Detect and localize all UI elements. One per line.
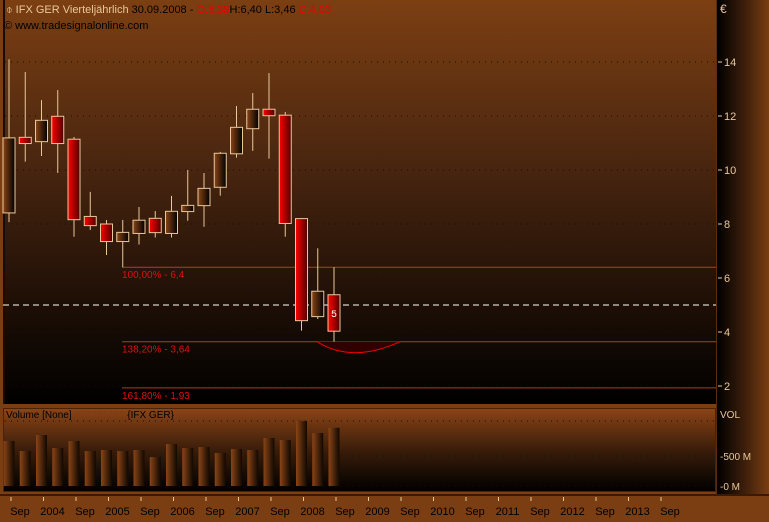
y-tick-label: 4 (724, 327, 730, 339)
price-panel[interactable] (3, 0, 718, 404)
volume-bar (198, 447, 210, 486)
volume-bar (117, 451, 129, 486)
volume-bar (3, 441, 15, 486)
y-tick-label: 2 (724, 381, 730, 393)
x-tick-label: Sep (270, 506, 290, 518)
volume-bar (214, 453, 226, 486)
x-tick-label: Sep (75, 506, 95, 518)
candle-down (18, 136, 32, 145)
volume-bar (279, 439, 291, 486)
candle-down (278, 114, 292, 224)
candle-down (327, 294, 341, 332)
volume-tick-label: -0 M (720, 482, 740, 493)
candle-up (213, 152, 227, 188)
volume-bar (231, 448, 242, 486)
volume-tick-label: -500 M (720, 452, 751, 463)
x-tick-label: Sep (400, 506, 420, 518)
volume-instrument: {IFX GER} (127, 410, 174, 421)
volume-bar (328, 427, 340, 486)
volume-header: Volume [None] 970221791 {IFX GER} (6, 410, 174, 421)
x-tick-label: 2012 (560, 506, 584, 518)
volume-bar (149, 457, 161, 486)
volume-bar (68, 441, 80, 486)
candle-down (295, 218, 308, 322)
volume-bar (52, 448, 64, 486)
y-tick-label: 10 (724, 165, 736, 177)
candle-up (311, 290, 325, 318)
x-tick-label: 2008 (300, 506, 324, 518)
candle-up (165, 210, 178, 234)
volume-bar (182, 448, 194, 486)
header-open: O:5,38 (196, 4, 230, 16)
x-tick-label: Sep (530, 506, 550, 518)
chart-header: ⌽ IFX GER Vierteljährlich 30.09.2008 - O… (6, 4, 331, 17)
support-arc (316, 341, 401, 354)
x-tick-label: 2013 (625, 506, 649, 518)
currency-label: € (720, 2, 727, 16)
volume-axis-label: VOL (720, 410, 741, 421)
candle-down (100, 223, 113, 243)
volume-title: Volume [None] (6, 410, 72, 421)
x-tick-label: 2010 (430, 506, 454, 518)
x-tick-label: 2005 (105, 506, 129, 518)
candle-down (148, 217, 162, 234)
x-tick-label: 2009 (365, 506, 389, 518)
volume-bar (247, 450, 259, 486)
candle-up (230, 126, 243, 155)
volume-bar (312, 433, 324, 486)
candle-up (132, 219, 146, 234)
volume-last-value: 970221791 (74, 410, 125, 421)
volume-bar (296, 421, 307, 486)
candle-up (116, 231, 130, 243)
volume-bar (36, 435, 47, 486)
fib-label: 100,00% - 6,4 (122, 270, 185, 281)
candle-down (83, 215, 97, 227)
volume-bar (101, 450, 112, 486)
volume-bar (84, 451, 96, 486)
x-tick-label: 2004 (40, 506, 64, 518)
candle-up (2, 137, 16, 214)
header-high: H:6,40 (229, 4, 262, 16)
price-axis[interactable] (716, 0, 769, 494)
x-tick-label: Sep (205, 506, 225, 518)
volume-bar (263, 438, 275, 486)
header-low: L:3,46 (264, 4, 296, 16)
x-tick-label: Sep (140, 506, 160, 518)
candle-up (35, 119, 48, 143)
time-axis[interactable] (0, 494, 769, 522)
y-tick-label: 8 (724, 219, 730, 231)
volume-bar (19, 451, 31, 486)
candle-down (51, 115, 65, 145)
candle-up (181, 204, 195, 213)
candle-down (67, 138, 81, 221)
x-tick-label: Sep (10, 506, 30, 518)
copyright: © www.tradesignalonline.com (4, 20, 149, 32)
volume-bar (166, 444, 177, 486)
fib-label: 138,20% - 3,64 (122, 345, 190, 356)
x-tick-label: 2011 (496, 506, 520, 518)
symbol-title: IFX GER Vierteljährlich (15, 4, 129, 16)
header-close: C:4,03 (298, 4, 332, 16)
current-price-marker: 5 (331, 310, 337, 321)
x-tick-label: 2007 (235, 506, 259, 518)
header-date: 30.09.2008 - (131, 4, 194, 16)
candle-up (197, 187, 211, 207)
x-tick-label: Sep (595, 506, 615, 518)
x-tick-label: 2006 (170, 506, 194, 518)
y-tick-label: 14 (724, 57, 736, 69)
candle-up (246, 108, 260, 130)
x-tick-label: Sep (465, 506, 485, 518)
y-tick-label: 12 (724, 111, 736, 123)
candle-icon: ⌽ (6, 4, 13, 16)
y-tick-label: 6 (724, 273, 730, 285)
x-tick-label: Sep (335, 506, 355, 518)
candle-down (262, 108, 276, 117)
volume-bar (133, 450, 145, 486)
x-tick-label: Sep (660, 506, 680, 518)
fib-label: 161,80% - 1,93 (122, 391, 190, 402)
